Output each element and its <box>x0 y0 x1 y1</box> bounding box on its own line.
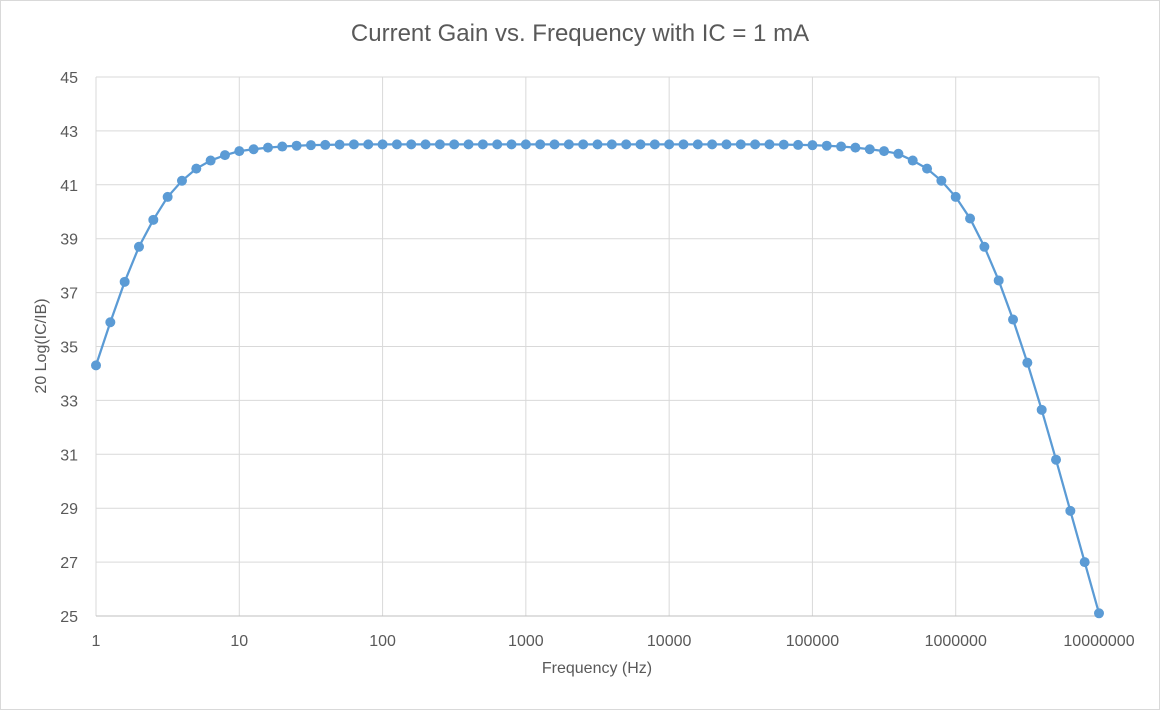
data-point <box>262 142 273 153</box>
data-point <box>520 139 531 150</box>
data-point <box>721 139 732 150</box>
data-point <box>993 275 1004 286</box>
data-point <box>922 163 933 174</box>
gridlines <box>95 76 1100 617</box>
y-tick-label: 27 <box>60 555 78 572</box>
data-point <box>592 139 603 150</box>
data-point <box>1051 454 1062 465</box>
y-tick-label: 25 <box>60 609 78 626</box>
data-point <box>821 140 832 151</box>
y-tick-label: 45 <box>60 70 78 87</box>
y-tick-label: 39 <box>60 232 78 249</box>
data-point <box>492 139 503 150</box>
data-point <box>621 139 632 150</box>
x-tick-label: 1000000 <box>925 633 987 650</box>
y-tick-label: 29 <box>60 501 78 518</box>
data-point <box>133 241 144 252</box>
x-tick-labels: 1 10 100 1000 10000 100000 1000000 10000000 <box>92 633 1135 650</box>
y-tick-label: 33 <box>60 393 78 410</box>
data-point <box>850 142 861 153</box>
data-point <box>1008 314 1019 325</box>
data-point <box>950 191 961 202</box>
y-tick-label: 37 <box>60 286 78 303</box>
data-point <box>606 139 617 150</box>
data-point <box>162 191 173 202</box>
data-point <box>477 139 488 150</box>
data-point <box>506 139 517 150</box>
data-point <box>277 141 288 152</box>
data-point <box>864 144 875 155</box>
data-point <box>635 139 646 150</box>
data-point <box>707 139 718 150</box>
data-point <box>119 276 130 287</box>
data-point <box>406 139 417 150</box>
data-point <box>148 214 159 225</box>
data-point <box>320 139 331 150</box>
x-tick-label: 1000 <box>508 633 544 650</box>
data-point <box>563 139 574 150</box>
data-point <box>965 213 976 224</box>
data-point <box>391 139 402 150</box>
data-series <box>91 139 1104 619</box>
data-point <box>291 140 302 151</box>
series-line <box>94 143 1101 614</box>
y-tick-label: 41 <box>60 178 78 195</box>
data-point <box>363 139 374 150</box>
data-point <box>793 139 804 150</box>
data-point <box>750 139 761 150</box>
y-tick-label: 35 <box>60 340 78 357</box>
x-tick-label: 100 <box>369 633 396 650</box>
y-tick-labels: 25 27 29 31 33 35 37 39 41 43 45 <box>60 70 78 626</box>
data-point <box>879 146 890 157</box>
data-point <box>234 146 245 157</box>
x-tick-label: 10000 <box>647 633 692 650</box>
data-point <box>907 155 918 166</box>
data-point <box>979 241 990 252</box>
data-point <box>836 141 847 152</box>
data-point <box>1022 357 1033 368</box>
data-point <box>807 140 818 151</box>
data-point <box>535 139 546 150</box>
data-point <box>1065 505 1076 516</box>
x-tick-label: 1 <box>92 633 101 650</box>
data-point <box>219 150 230 161</box>
x-tick-label: 100000 <box>786 633 839 650</box>
data-point <box>449 139 460 150</box>
data-point <box>664 139 675 150</box>
data-point <box>305 140 316 151</box>
x-tick-label: 10000000 <box>1063 633 1134 650</box>
y-tick-label: 43 <box>60 124 78 141</box>
data-point <box>334 139 345 150</box>
data-point <box>649 139 660 150</box>
data-point <box>578 139 589 150</box>
data-point <box>692 139 703 150</box>
data-point <box>463 139 474 150</box>
data-point <box>91 360 101 371</box>
data-point <box>105 317 116 328</box>
y-tick-label: 31 <box>60 447 78 464</box>
data-point <box>377 139 388 150</box>
data-point <box>348 139 359 150</box>
x-tick-label: 10 <box>230 633 248 650</box>
data-point <box>1079 557 1090 568</box>
data-point <box>764 139 775 150</box>
data-point <box>420 139 431 150</box>
data-point <box>434 139 445 150</box>
data-point <box>936 175 947 186</box>
data-point <box>735 139 746 150</box>
data-point <box>1036 404 1047 415</box>
data-point <box>191 163 202 174</box>
data-point <box>549 139 560 150</box>
data-point <box>205 155 216 166</box>
data-point <box>176 175 187 186</box>
chart-title: Current Gain vs. Frequency with IC = 1 m… <box>350 20 810 47</box>
data-point <box>1094 608 1104 619</box>
data-point <box>248 144 259 155</box>
x-axis-label: Frequency (Hz) <box>541 660 653 677</box>
data-point <box>678 139 689 150</box>
data-point <box>893 148 904 159</box>
data-point <box>778 139 789 150</box>
